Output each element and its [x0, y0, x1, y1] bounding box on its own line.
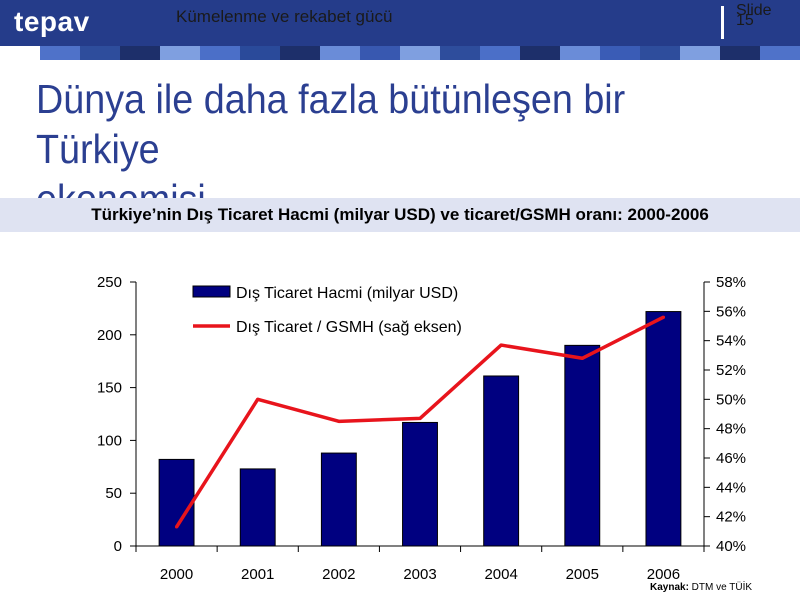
- y-left-tick-label: 100: [97, 432, 122, 449]
- x-tick-label: 2000: [160, 566, 193, 583]
- stripe-segment: [760, 46, 800, 60]
- y-left-tick-label: 200: [97, 327, 122, 344]
- stripe-segment: [720, 46, 760, 60]
- line-point: [499, 343, 503, 347]
- line-point: [174, 525, 179, 529]
- y-right-tick-label: 40%: [716, 538, 746, 555]
- stripe-segment: [440, 46, 480, 60]
- tepav-logo: tepav: [14, 6, 90, 37]
- x-tick-label: 2004: [484, 566, 517, 583]
- stripe-segment: [80, 46, 120, 60]
- y-right-tick-label: 52%: [716, 362, 746, 379]
- stripe-segment: [200, 46, 240, 60]
- bar: [402, 421, 438, 547]
- stripe-segment: [40, 46, 80, 60]
- y-left-tick-label: 250: [97, 274, 122, 291]
- y-right-tick-label: 46%: [716, 450, 746, 467]
- slide-label: Slide: [736, 2, 772, 19]
- y-left-tick-label: 50: [105, 485, 122, 502]
- stripe-segment: [160, 46, 200, 60]
- stripe-segment: [280, 46, 320, 60]
- bar: [320, 452, 357, 547]
- chart-title-band: [0, 198, 800, 232]
- y-left-tick-label: 0: [114, 538, 122, 555]
- x-tick-label: 2002: [322, 566, 355, 583]
- y-right-tick-label: 48%: [716, 421, 746, 438]
- stripe-segment: [480, 46, 520, 60]
- y-right-tick-label: 58%: [716, 274, 746, 291]
- y-right-tick-label: 50%: [716, 391, 746, 408]
- bar: [483, 375, 520, 547]
- header-bar: [0, 0, 800, 46]
- bar: [645, 311, 682, 547]
- stripe-segment: [560, 46, 600, 60]
- bar: [564, 344, 601, 547]
- stripe-segment: [240, 46, 280, 60]
- slide-number: 15: [736, 12, 754, 29]
- bar: [239, 468, 276, 547]
- chart-title: Türkiye’nin Dış Ticaret Hacmi (milyar US…: [91, 205, 709, 224]
- stripe-segment: [0, 46, 40, 60]
- y-right-tick-label: 42%: [716, 509, 746, 526]
- line-point: [661, 315, 666, 319]
- y-left-tick-label: 150: [97, 380, 122, 397]
- x-tick-label: 2005: [566, 566, 599, 583]
- stripe-segment: [320, 46, 360, 60]
- bar: [158, 458, 195, 547]
- x-tick-label: 2001: [241, 566, 274, 583]
- source-text: DTM ve TÜİK: [688, 582, 753, 593]
- stripe-segment: [680, 46, 720, 60]
- legend-bar-swatch: [192, 285, 231, 298]
- line-point: [256, 397, 260, 401]
- stripe-segment: [400, 46, 440, 60]
- legend-bar-label: Dış Ticaret Hacmi (milyar USD): [236, 285, 458, 302]
- stripe-segment: [600, 46, 640, 60]
- slide-title-line1: Dünya ile daha fazla bütünleşen bir Türk…: [36, 76, 626, 172]
- stripe-segment: [520, 46, 560, 60]
- stripe-segment: [120, 46, 160, 60]
- y-right-tick-label: 44%: [716, 479, 746, 496]
- line-point: [418, 416, 422, 420]
- source-label: Kaynak:: [650, 582, 689, 593]
- source-note: Kaynak: DTM ve TÜİK: [650, 582, 752, 593]
- line-point: [580, 356, 584, 360]
- line-point: [337, 419, 341, 423]
- y-right-tick-label: 56%: [716, 303, 746, 320]
- decorative-stripe: [0, 46, 800, 60]
- stripe-segment: [640, 46, 680, 60]
- x-tick-label: 2003: [403, 566, 436, 583]
- header-separator: [721, 6, 724, 39]
- x-tick-label: 2006: [647, 566, 680, 583]
- legend-line-label: Dış Ticaret / GSMH (sağ eksen): [236, 319, 462, 336]
- header-title: Kümelenme ve rekabet gücü: [176, 7, 393, 26]
- y-right-tick-label: 54%: [716, 333, 746, 350]
- stripe-segment: [360, 46, 400, 60]
